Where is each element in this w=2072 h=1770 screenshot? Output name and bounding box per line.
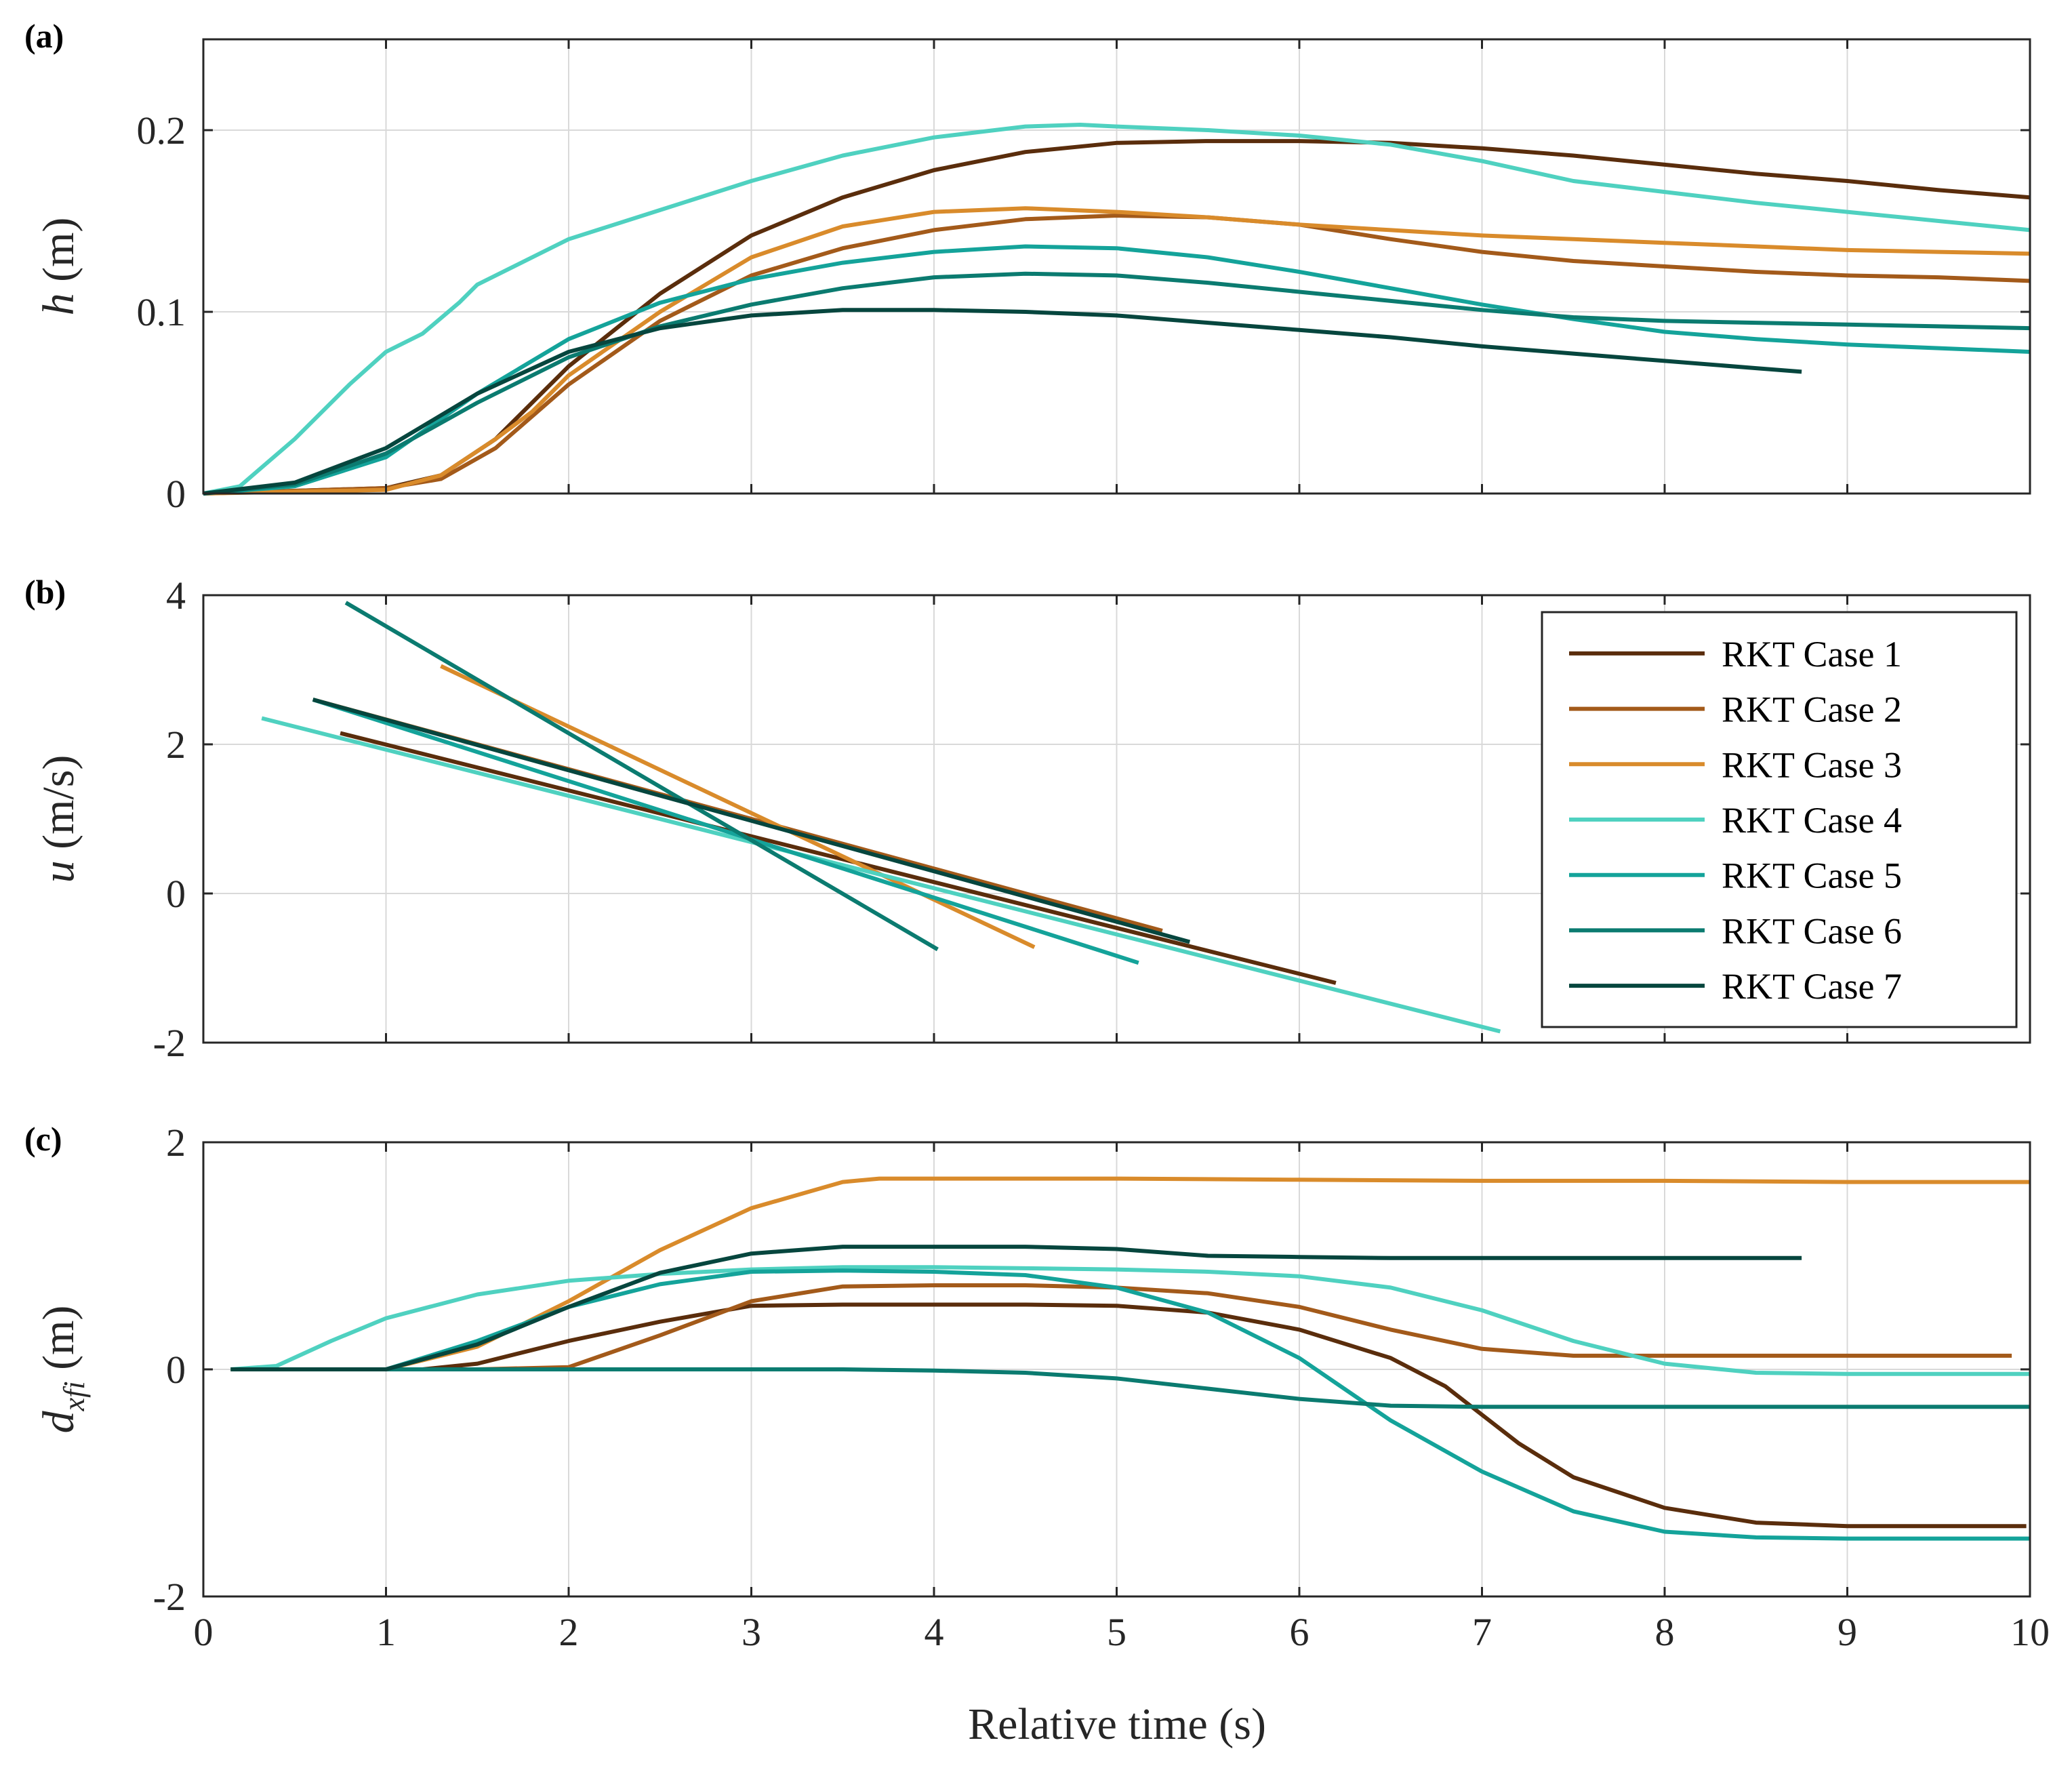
y-tick-label: 0 (166, 472, 186, 516)
panel-1: 0 0.1 0.2 (a) h (m) (24, 17, 2031, 516)
legend-entry-label: RKT Case 5 (1722, 856, 1902, 896)
series-line-rkt-case-1 (203, 139, 2031, 496)
y-tick-label: 4 (166, 574, 186, 618)
series-line-rkt-case-3 (440, 664, 1036, 949)
series-line-rkt-case-7 (230, 1245, 1802, 1371)
x-tick-label: 4 (925, 1610, 944, 1654)
series-line-rkt-case-3 (203, 206, 2031, 496)
legend-entry-label: RKT Case 6 (1722, 910, 1902, 951)
series-line-rkt-case-4 (203, 123, 2031, 496)
series-line-rkt-case-5 (203, 244, 2031, 496)
y-tick-label: -2 (153, 1575, 186, 1619)
series-line-rkt-case-6 (344, 601, 939, 952)
series-line-rkt-case-4 (230, 1265, 2030, 1376)
series-line-rkt-case-7 (203, 308, 1802, 496)
panel-label: (a) (24, 17, 64, 55)
y-tick-label: 2 (166, 723, 186, 767)
x-tick-label: 2 (559, 1610, 579, 1654)
x-tick-label: 8 (1655, 1610, 1675, 1654)
y-tick-label: 0.1 (137, 290, 186, 334)
legend: RKT Case 1 RKT Case 2 RKT Case 3 RKT Case 4… (1541, 611, 2018, 1028)
x-tick-label: 9 (1837, 1610, 1857, 1654)
y-tick-label: 0 (166, 1348, 186, 1392)
legend-entry-label: RKT Case 2 (1722, 689, 1902, 730)
series-line-rkt-case-7 (312, 698, 1191, 944)
x-tick-label: 10 (2010, 1610, 2050, 1654)
y-axis-label: dxfi (m) (34, 1306, 91, 1434)
legend-entry-label: RKT Case 4 (1722, 800, 1902, 841)
y-tick-label: 2 (166, 1121, 186, 1165)
series-line-rkt-case-1 (340, 731, 1337, 985)
y-tick-label: 0 (166, 872, 186, 916)
x-tick-label: 0 (194, 1610, 214, 1654)
panel-label: (b) (24, 573, 66, 611)
x-axis-label: Relative time (s) (968, 1699, 1266, 1749)
series-line-rkt-case-1 (230, 1302, 2027, 1529)
panel-label: (c) (24, 1120, 62, 1158)
series-line-rkt-case-5 (312, 698, 1139, 965)
series-line-rkt-case-2 (203, 214, 2031, 496)
x-tick-label: 3 (742, 1610, 761, 1654)
y-tick-label: 0.2 (137, 108, 186, 153)
series-line-rkt-case-2 (230, 1283, 2012, 1371)
legend-entry-label: RKT Case 3 (1722, 744, 1902, 785)
series-line-rkt-case-4 (261, 716, 1501, 1034)
x-tick-label: 6 (1290, 1610, 1309, 1654)
legend-entry-label: RKT Case 7 (1722, 966, 1902, 1007)
series-line-rkt-case-6 (203, 271, 2031, 496)
x-tick-label: 5 (1107, 1610, 1126, 1654)
x-tick-label: 1 (376, 1610, 396, 1654)
x-tick-label: 7 (1472, 1610, 1492, 1654)
series-line-rkt-case-6 (230, 1367, 2030, 1409)
legend-entry-label: RKT Case 1 (1722, 634, 1902, 675)
y-axis-label: h (m) (34, 218, 83, 316)
y-tick-label: -2 (153, 1021, 186, 1065)
y-axis-label: u (m/s) (34, 755, 83, 883)
panel-3: 0 1 2 3 4 5 6 7 8 9 10-202(c)dxfi (m) (24, 1120, 2050, 1654)
